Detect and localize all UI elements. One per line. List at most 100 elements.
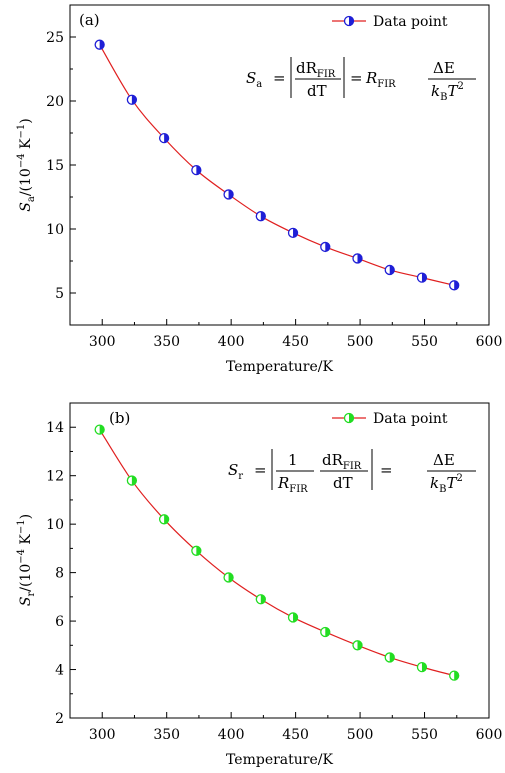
data-point-a <box>223 189 234 200</box>
y-axis-title-b: Sr/(10−4 K−1) <box>16 514 37 606</box>
x-tick-label-a: 350 <box>153 334 180 350</box>
eq-a-rden-tail: T <box>447 82 458 100</box>
svg-text:Sa: Sa <box>246 69 262 90</box>
eq-b-rden0-sub: FIR <box>289 484 308 495</box>
data-point-a <box>255 211 266 222</box>
eq-a-rden: k <box>431 82 440 100</box>
x-tick-label-b: 450 <box>282 727 309 743</box>
eq-a-rnum: ΔE <box>433 59 455 77</box>
panel-b: 300 350 400 450 500 550 600 2 4 6 8 10 12 14 (b) Data… <box>16 402 502 768</box>
eq-a-num-sub: FIR <box>317 69 336 80</box>
fit-curve-b <box>99 429 455 677</box>
y-tick-label-b: 2 <box>55 711 64 727</box>
data-point-b <box>191 545 202 556</box>
eq-b-eq2: = <box>380 461 393 479</box>
b-curve <box>99 429 455 677</box>
eq-a-lhs: S <box>246 69 256 87</box>
svg-text:Sr: Sr <box>228 461 243 482</box>
eq-a-eq2: = <box>350 69 363 87</box>
data-point-a <box>352 253 363 264</box>
legend-label-a: Data point <box>373 14 448 30</box>
svg-text:RFIR: RFIR <box>277 474 308 495</box>
legend-a: Data point <box>332 14 448 30</box>
a-ticks: 300 350 400 450 500 550 600 5 10 15 20 25 <box>46 30 502 350</box>
data-point-a <box>449 280 460 291</box>
x-tick-label-b: 300 <box>89 727 116 743</box>
eq-b-one: 1 <box>288 451 298 469</box>
panel-label-a: (a) <box>79 11 100 29</box>
data-point-b <box>416 661 428 673</box>
eq-b-rnum: ΔE <box>433 451 455 469</box>
eq-b-rden0: R <box>277 474 289 492</box>
equation-b: Sr = 1 RFIR dRFIR dT = ΔE kBT2 <box>228 449 476 495</box>
legend-marker-b <box>343 412 355 424</box>
eq-a-mid: R <box>365 69 377 87</box>
eq-b-lhs-sub: r <box>238 471 243 482</box>
eq-b-rden: k <box>430 474 439 492</box>
x-tick-label-a: 500 <box>347 334 374 350</box>
eq-b-rden-tail: T <box>446 474 457 492</box>
x-tick-label-a: 600 <box>476 334 503 350</box>
svg-text:kBT2: kBT2 <box>430 473 463 495</box>
y-tick-label-b: 14 <box>46 420 64 436</box>
eq-b-den: dT <box>333 474 353 492</box>
data-point-a <box>126 94 138 105</box>
x-tick-label-b: 550 <box>411 727 438 743</box>
data-point-b <box>158 514 170 525</box>
b-ticks: 300 350 400 450 500 550 600 2 4 6 8 10 12 14 <box>46 420 502 743</box>
svg-text:kBT2: kBT2 <box>431 81 464 103</box>
y-tick-label-b: 8 <box>55 566 64 582</box>
data-point-a <box>320 241 331 253</box>
eq-b-num-sub: FIR <box>343 461 362 472</box>
x-tick-label-b: 400 <box>218 727 245 743</box>
eq-b-lhs: S <box>228 461 238 479</box>
eq-b-num: dR <box>322 451 344 469</box>
data-point-a <box>416 272 428 283</box>
y-tick-label-b: 4 <box>55 663 64 679</box>
eq-a-rden-sub: B <box>440 92 447 103</box>
legend-label-b: Data point <box>373 411 448 427</box>
data-point-b <box>352 640 363 651</box>
x-tick-label-b: 600 <box>476 727 503 743</box>
svg-text:RFIR: RFIR <box>365 69 396 90</box>
x-tick-label-a: 450 <box>282 334 309 350</box>
plot-frame-b <box>69 402 490 719</box>
data-point-b <box>384 652 395 663</box>
data-point-b <box>223 572 234 583</box>
eq-a-mid-sub: FIR <box>377 79 396 90</box>
data-point-b <box>126 475 138 486</box>
eq-a-eq1: = <box>273 69 286 87</box>
legend-b: Data point <box>332 411 448 427</box>
y-tick-label-b: 10 <box>46 517 64 533</box>
y-tick-label-a: 15 <box>46 158 64 174</box>
data-point-a <box>287 227 299 238</box>
y-tick-label-a: 20 <box>46 94 64 110</box>
eq-a-den: dT <box>307 82 327 100</box>
y-tick-label-a: 10 <box>46 222 64 238</box>
y-tick-label-a: 25 <box>46 30 64 46</box>
a-points <box>94 39 460 291</box>
x-axis-title-b: Temperature/K <box>226 752 333 768</box>
data-point-a <box>158 132 170 144</box>
legend-marker-a <box>343 15 355 27</box>
y-tick-label-b: 12 <box>46 469 64 485</box>
svg-text:dRFIR: dRFIR <box>296 59 336 80</box>
y-axis-title-a: Sa/(10−4 K−1) <box>16 118 37 211</box>
panel-a: 300 350 400 450 500 550 600 5 10 15 20 25 (a) Data … <box>16 4 502 375</box>
eq-a-num: dR <box>296 59 318 77</box>
data-point-a <box>94 39 105 50</box>
x-axis-title-a: Temperature/K <box>226 359 333 375</box>
y-tick-label-a: 5 <box>55 286 64 302</box>
eq-b-rden-sub: B <box>439 484 446 495</box>
data-point-b <box>287 612 299 623</box>
b-points <box>94 424 460 681</box>
x-tick-label-b: 350 <box>153 727 180 743</box>
data-point-b <box>449 670 460 681</box>
x-tick-label-a: 300 <box>89 334 116 350</box>
eq-b-eq1: = <box>254 461 267 479</box>
x-tick-label-a: 400 <box>218 334 245 350</box>
data-point-b <box>255 594 266 605</box>
x-tick-label-b: 500 <box>347 727 374 743</box>
data-point-b <box>320 626 331 638</box>
